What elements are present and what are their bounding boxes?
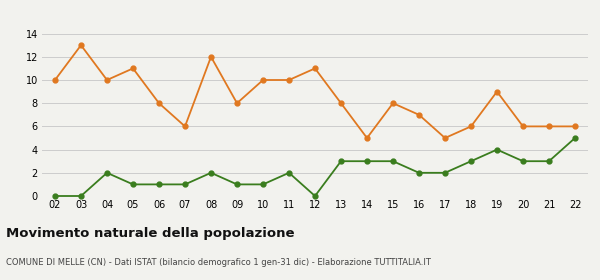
Text: Movimento naturale della popolazione: Movimento naturale della popolazione (6, 227, 295, 240)
Text: COMUNE DI MELLE (CN) - Dati ISTAT (bilancio demografico 1 gen-31 dic) - Elaboraz: COMUNE DI MELLE (CN) - Dati ISTAT (bilan… (6, 258, 431, 267)
